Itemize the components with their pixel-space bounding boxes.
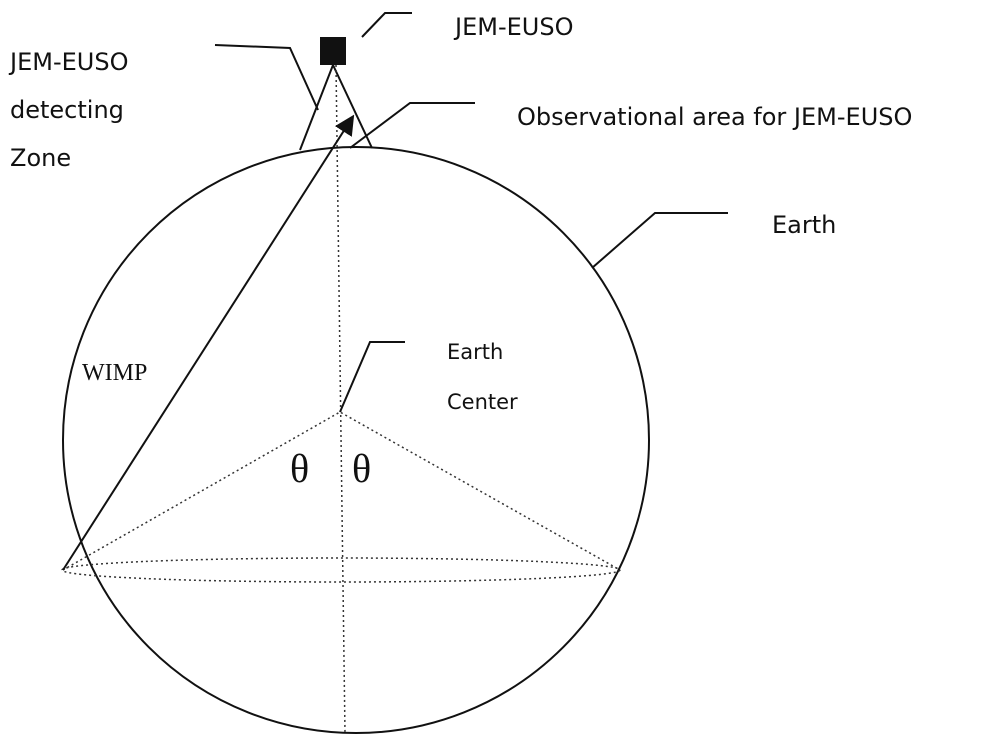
- label: Center: [447, 390, 518, 414]
- label: JEM-EUSO: [453, 13, 573, 41]
- angle: θ: [290, 446, 309, 491]
- label: Observational area for JEM-EUSO: [517, 103, 912, 131]
- detecting-cone: [299, 64, 373, 151]
- earth-circle: [62, 146, 650, 734]
- cone-lines: [62, 411, 621, 571]
- satellite: [320, 37, 346, 65]
- vertical-axis: [335, 64, 346, 734]
- leader: [361, 12, 412, 38]
- label: JEM-EUSO: [8, 48, 128, 76]
- leader: [214, 44, 319, 111]
- wimp-arrow: [62, 114, 355, 571]
- leader: [591, 212, 728, 269]
- leader: [339, 341, 405, 413]
- label: Earth: [447, 340, 503, 364]
- leader: [349, 102, 475, 149]
- label: detecting: [10, 96, 124, 124]
- base-ellipse: [61, 557, 621, 583]
- label: Earth: [772, 211, 836, 239]
- label: Zone: [10, 144, 71, 172]
- label: WIMP: [82, 360, 147, 386]
- angle: θ: [352, 446, 371, 491]
